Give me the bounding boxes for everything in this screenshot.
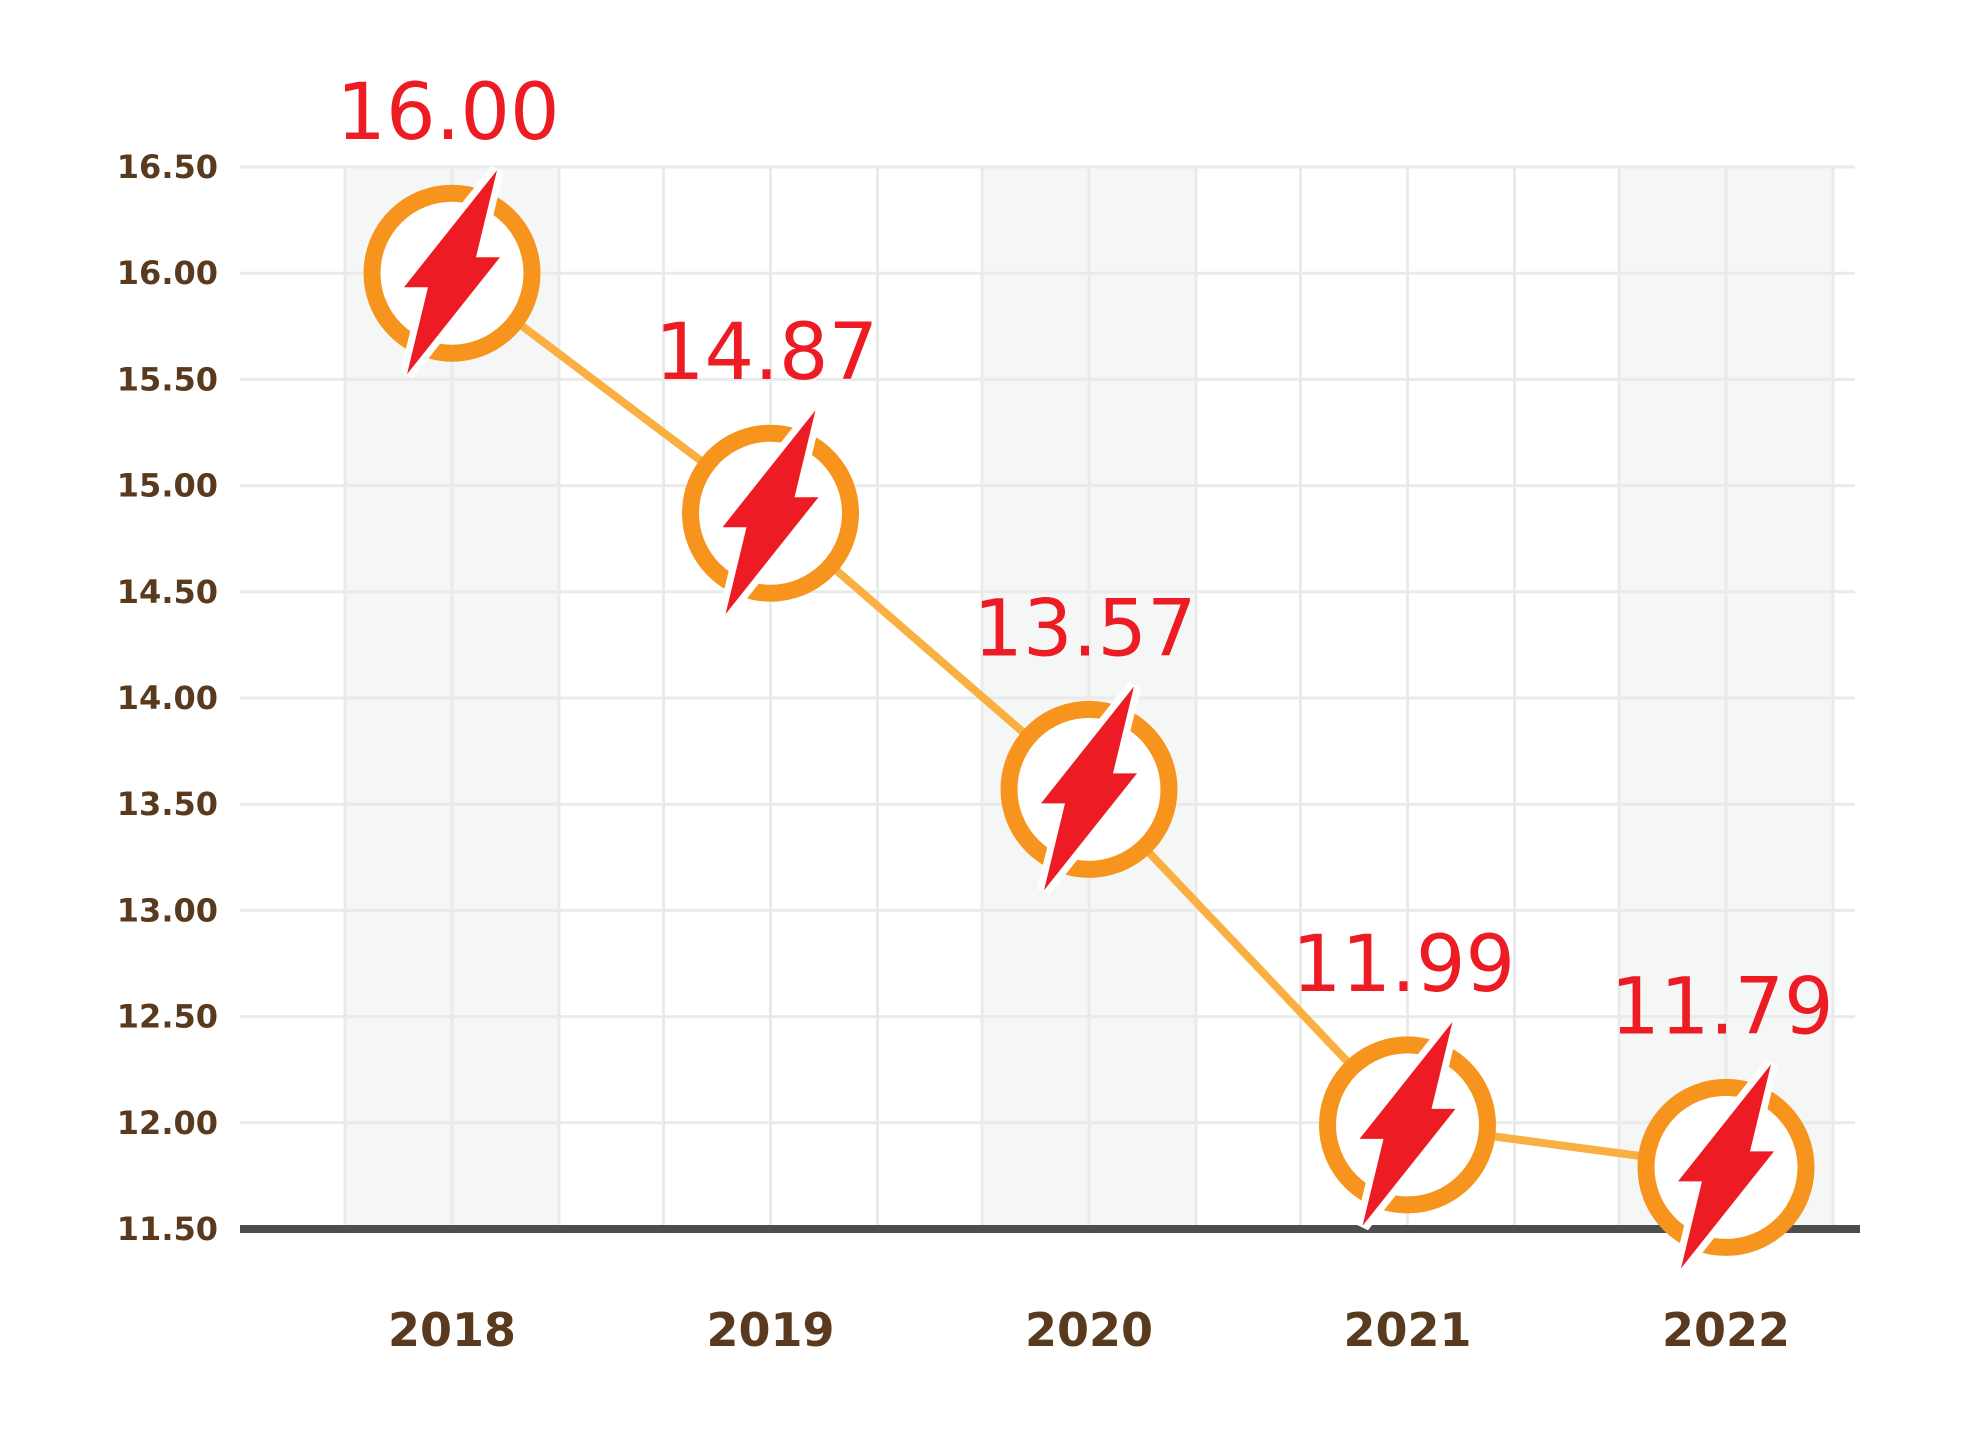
x-tick-label: 2019 [706, 1303, 834, 1357]
y-tick-label: 14.50 [117, 573, 218, 611]
data-label: 16.00 [336, 68, 559, 158]
y-tick-label: 12.50 [117, 998, 218, 1036]
data-point-marker [682, 405, 859, 619]
lightning-bolt-icon [722, 410, 819, 615]
data-point-marker [1319, 1017, 1496, 1231]
markers [363, 165, 1815, 1273]
data-point-marker [1637, 1060, 1815, 1273]
y-tick-label: 16.00 [117, 254, 218, 292]
marker-ring [1000, 700, 1178, 878]
y-tick-label: 12.00 [117, 1104, 218, 1142]
marker-ring [682, 424, 859, 602]
y-tick-label: 13.50 [117, 785, 218, 823]
x-tick-label: 2021 [1343, 1303, 1471, 1357]
y-tick-label: 15.00 [117, 467, 218, 505]
data-point-marker [363, 165, 541, 379]
data-label: 11.99 [1292, 920, 1515, 1010]
lightning-bolt-icon [1359, 1021, 1456, 1226]
x-tick-label: 2020 [1025, 1303, 1153, 1357]
lightning-bolt-icon [1041, 686, 1137, 891]
marker-ring [363, 184, 541, 362]
data-labels: 16.00 14.87 13.57 11.99 11.79 [336, 68, 1833, 1052]
marker-ring [1319, 1036, 1496, 1214]
marker-ring [1637, 1078, 1815, 1256]
data-label: 13.57 [973, 584, 1196, 674]
data-label: 11.79 [1610, 962, 1833, 1052]
lightning-bolt-icon [1678, 1064, 1774, 1269]
data-point-marker [1000, 681, 1178, 895]
lightning-bolt-icon [404, 170, 500, 375]
y-axis: 11.50 12.00 12.50 13.00 13.50 14.00 14.50 15.00… [117, 148, 218, 1248]
x-tick-label: 2022 [1662, 1303, 1790, 1357]
y-tick-label: 15.50 [117, 360, 218, 398]
y-tick-label: 13.00 [117, 891, 218, 929]
y-tick-label: 14.00 [117, 679, 218, 717]
y-tick-label: 16.50 [117, 148, 218, 186]
data-label: 14.87 [655, 308, 878, 398]
x-tick-label: 2018 [388, 1303, 516, 1357]
x-axis: 2018 2019 2020 2021 2022 [388, 1303, 1790, 1357]
y-tick-label: 11.50 [117, 1210, 218, 1248]
